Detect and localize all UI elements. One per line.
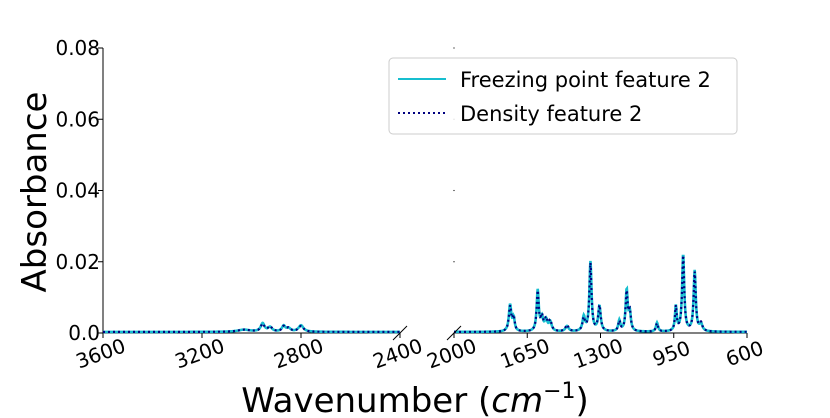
left-break-mark — [392, 325, 408, 341]
legend-label-freezing-point: Freezing point feature 2 — [460, 68, 711, 92]
x-axis-label: Wavenumber (cm−1) — [241, 379, 589, 418]
y-axis-label: Absorbance — [15, 92, 55, 293]
left-yticks: 0.0 0.02 0.04 0.06 0.08 — [55, 36, 103, 345]
series-line-freezing-point — [103, 321, 400, 334]
ytick-label: 0.04 — [55, 179, 100, 203]
right-ytick-dot — [453, 261, 455, 263]
x-axis-unit-exponent: −1 — [543, 379, 575, 404]
series-line-density — [454, 256, 747, 333]
left-series-lines — [103, 321, 400, 334]
ytick-label: 0.0 — [68, 321, 100, 345]
ytick-label: 0.06 — [55, 107, 100, 131]
right-ytick-dot — [453, 189, 455, 192]
legend-label-density: Density feature 2 — [460, 102, 642, 126]
x-axis-unit: cm — [491, 381, 543, 418]
right-break-mark — [446, 325, 462, 341]
legend: Freezing point feature 2 Density feature… — [388, 57, 738, 135]
ytick-label: 0.02 — [55, 250, 100, 274]
ytick-label: 0.08 — [55, 36, 100, 60]
right-ytick-dot — [453, 47, 455, 49]
right-series-lines — [454, 254, 747, 334]
legend-frame — [388, 57, 738, 135]
x-axis-label-close-paren: ) — [576, 381, 589, 418]
x-axis-label-text: Wavenumber — [241, 381, 467, 418]
x-axis-label-open-paren: ( — [478, 381, 491, 418]
